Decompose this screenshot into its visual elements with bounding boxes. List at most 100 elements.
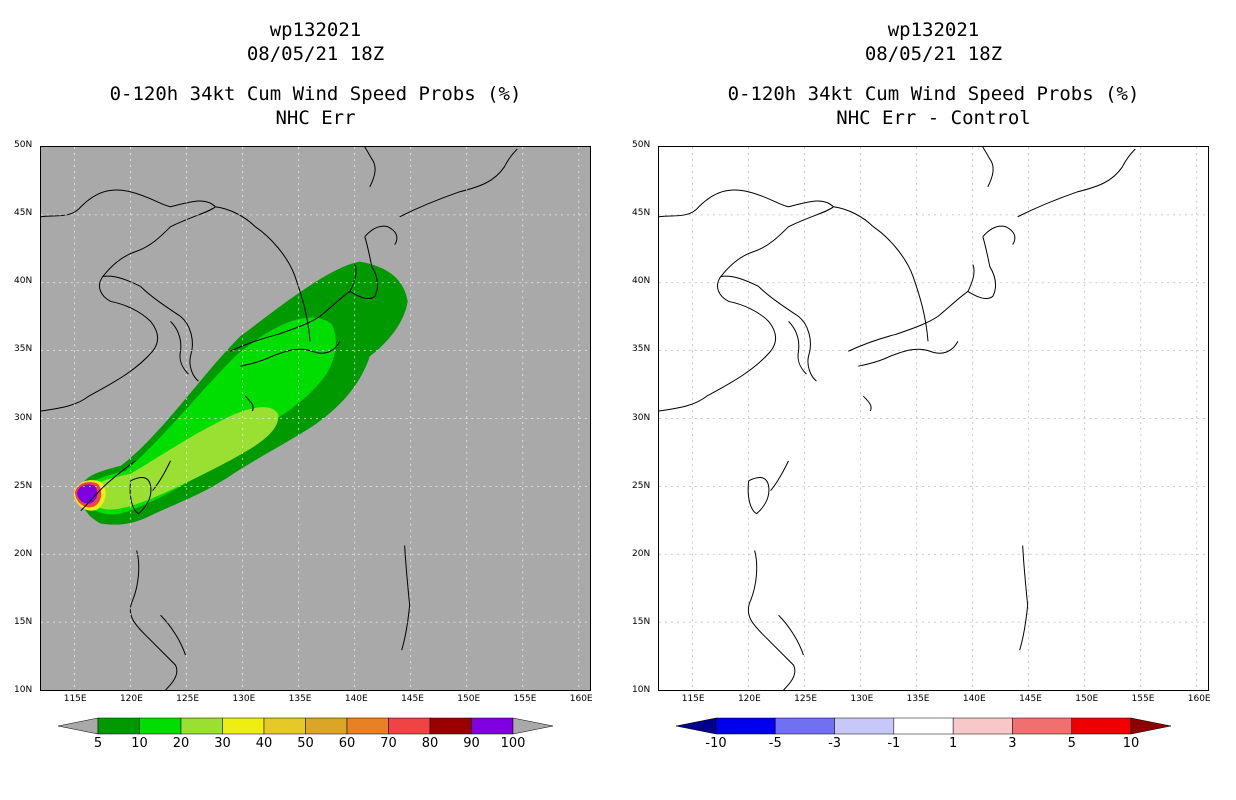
coastline-segment bbox=[747, 477, 770, 515]
colorbar-segment bbox=[305, 717, 348, 735]
colorbar-end-left bbox=[57, 717, 99, 735]
colorbar-segment bbox=[471, 717, 514, 735]
lon-label: 160E bbox=[1187, 694, 1211, 704]
colorbar-label: 40 bbox=[255, 736, 273, 751]
prob-contour-20 bbox=[88, 407, 279, 510]
coastline-segment bbox=[862, 395, 872, 412]
colorbar-segment bbox=[180, 717, 223, 735]
colorbar-end-left bbox=[675, 717, 717, 735]
colorbar-label: 50 bbox=[297, 736, 314, 751]
lat-label: 15N bbox=[14, 616, 33, 627]
coastline-segment bbox=[967, 236, 997, 299]
left-title: wp132021 08/05/21 18Z 0-120h 34kt Cum Wi… bbox=[40, 18, 591, 130]
colorbar-label: -3 bbox=[828, 736, 842, 751]
right-title-subtitle: NHC Err - Control bbox=[836, 107, 1031, 129]
coastline-segment bbox=[364, 225, 398, 245]
colorbar-label: 60 bbox=[338, 736, 356, 751]
left-title-datetime: 08/05/21 18Z bbox=[246, 43, 385, 65]
lon-label: 135E bbox=[906, 694, 930, 704]
colorbar-label: -5 bbox=[768, 736, 782, 751]
lat-lon-grid bbox=[659, 147, 1208, 690]
probability-swath bbox=[73, 261, 408, 525]
lon-label: 140E bbox=[962, 694, 986, 704]
colorbar-label: 10 bbox=[1122, 736, 1140, 751]
colorbar-label: 100 bbox=[500, 736, 526, 751]
lon-label: 120E bbox=[119, 694, 143, 704]
colorbar-segment bbox=[893, 717, 954, 735]
colorbar-segment bbox=[429, 717, 472, 735]
colorbar-label: -1 bbox=[887, 736, 901, 751]
lat-label: 20N bbox=[14, 548, 33, 559]
coastline-segment bbox=[758, 286, 817, 382]
coastline-segment bbox=[659, 275, 777, 412]
coastline-segment bbox=[129, 477, 152, 515]
right-map bbox=[658, 146, 1209, 691]
coastline-segment bbox=[778, 614, 804, 656]
right-title: wp132021 08/05/21 18Z 0-120h 34kt Cum Wi… bbox=[658, 18, 1209, 130]
right-title-storm-id: wp132021 bbox=[887, 19, 980, 41]
lat-label: 35N bbox=[632, 344, 651, 355]
coastline-segment bbox=[858, 341, 959, 367]
lat-label: 30N bbox=[632, 412, 651, 423]
lat-label: 45N bbox=[632, 208, 651, 219]
colorbar-label: 5 bbox=[1067, 736, 1076, 751]
colorbar-segment bbox=[1071, 717, 1132, 735]
left-colorbar-svg bbox=[57, 717, 554, 735]
lon-label: 140E bbox=[344, 694, 368, 704]
lat-label: 15N bbox=[632, 616, 651, 627]
colorbar-label: 5 bbox=[93, 736, 103, 751]
colorbar-segment bbox=[952, 717, 1013, 735]
lat-label: 25N bbox=[632, 480, 651, 491]
coastline-segment bbox=[720, 206, 834, 277]
lat-label: 45N bbox=[14, 208, 33, 219]
left-title-product: 0-120h 34kt Cum Wind Speed Probs (%) bbox=[109, 83, 522, 105]
lat-label: 40N bbox=[632, 276, 651, 287]
lat-lon-grid bbox=[41, 147, 590, 690]
lon-label: 115E bbox=[63, 694, 87, 704]
lon-label: 155E bbox=[1131, 694, 1155, 704]
coastline-segment bbox=[170, 321, 189, 375]
lon-label: 160E bbox=[569, 694, 593, 704]
coastline-segment bbox=[1017, 148, 1136, 218]
coastline-segment bbox=[848, 264, 975, 352]
colorbar-segment bbox=[834, 717, 895, 735]
colorbar-segment bbox=[715, 717, 776, 735]
right-colorbar: -10 -5 -3 -1 1 3 5 10 bbox=[675, 717, 1172, 758]
coastline-segment bbox=[833, 206, 929, 342]
right-title-datetime: 08/05/21 18Z bbox=[864, 43, 1003, 65]
lon-label: 125E bbox=[176, 694, 200, 704]
left-title-subtitle: NHC Err bbox=[275, 107, 356, 129]
lon-label: 120E bbox=[737, 694, 761, 704]
colorbar-label: 3 bbox=[1008, 736, 1017, 751]
lon-label: 135E bbox=[288, 694, 312, 704]
coastline-segment bbox=[244, 395, 254, 412]
lon-label: 115E bbox=[681, 694, 705, 704]
coastline-segment bbox=[140, 286, 199, 382]
right-map-svg bbox=[659, 147, 1208, 690]
lat-label: 20N bbox=[632, 548, 651, 559]
coastline-segment bbox=[102, 206, 216, 277]
left-map bbox=[40, 146, 591, 691]
coastline bbox=[659, 147, 1136, 690]
coastline-segment bbox=[129, 550, 178, 690]
lon-label: 150E bbox=[1075, 694, 1099, 704]
colorbar-segment bbox=[775, 717, 835, 735]
storm-track bbox=[80, 460, 136, 512]
coastline-segment bbox=[1019, 545, 1029, 651]
coastline-segment bbox=[788, 321, 807, 375]
right-title-product: 0-120h 34kt Cum Wind Speed Probs (%) bbox=[727, 83, 1140, 105]
coastline-segment bbox=[982, 225, 1016, 245]
colorbar-segment bbox=[1012, 717, 1072, 735]
colorbar-end-right bbox=[512, 717, 554, 735]
coastline-segment bbox=[399, 148, 518, 218]
colorbar-label: 30 bbox=[214, 736, 231, 751]
colorbar-label: 70 bbox=[380, 736, 397, 751]
coastline-segment bbox=[364, 147, 376, 188]
colorbar-label: 1 bbox=[949, 736, 958, 751]
colorbar-segment bbox=[222, 717, 265, 735]
lon-label: 150E bbox=[457, 694, 481, 704]
right-colorbar-svg bbox=[675, 717, 1172, 735]
lon-label: 145E bbox=[1019, 694, 1042, 704]
coastline-segment bbox=[41, 189, 216, 218]
lon-label: 125E bbox=[794, 694, 818, 704]
